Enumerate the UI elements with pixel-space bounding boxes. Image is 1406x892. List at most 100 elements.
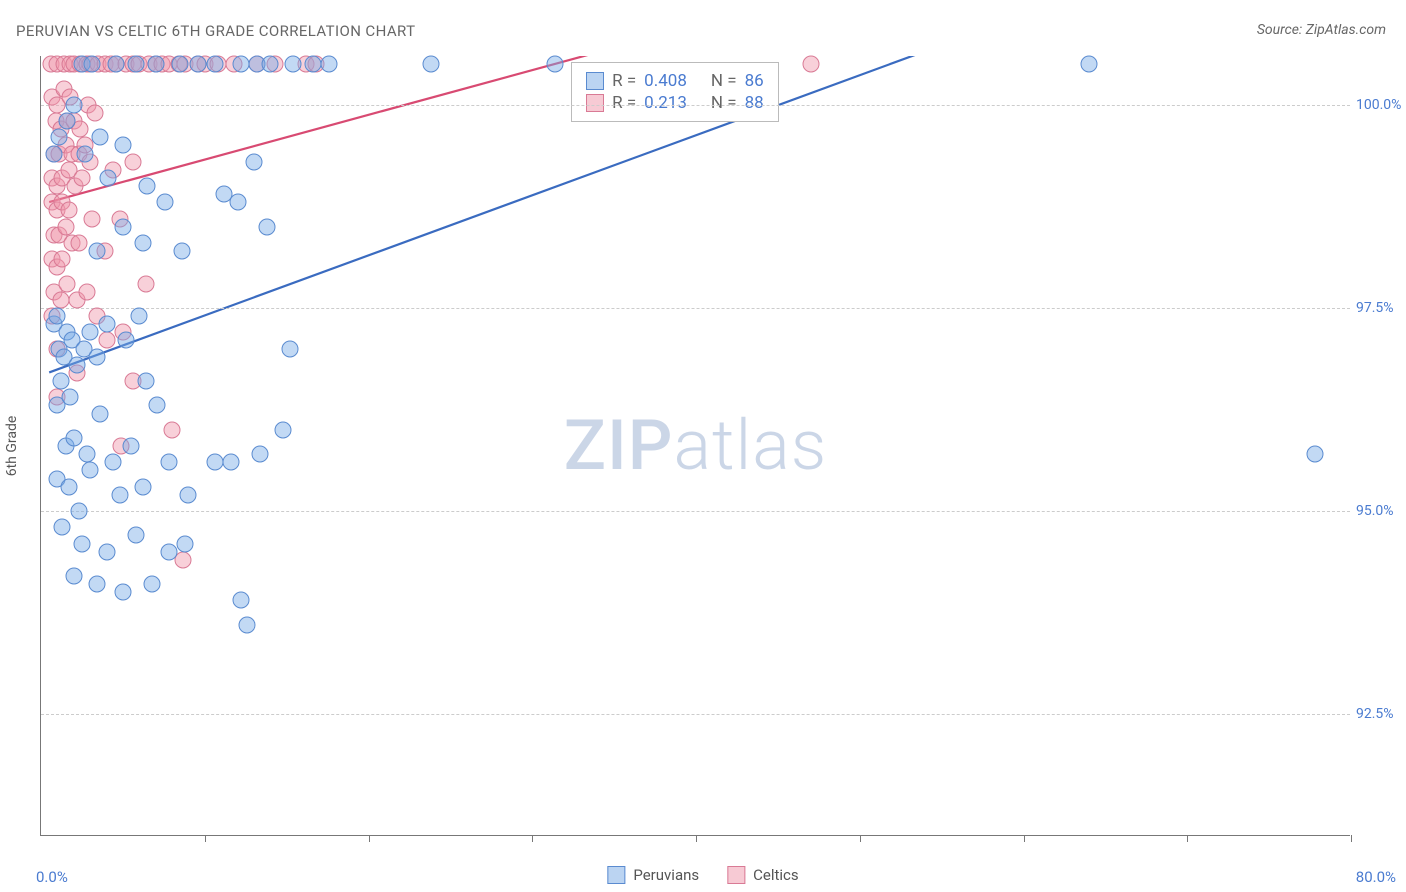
scatter-point-blue <box>70 503 87 520</box>
scatter-point-blue <box>547 56 564 73</box>
scatter-point-pink <box>78 283 95 300</box>
stats-box: R =0.408N =86R = 0.213 N = 88 <box>571 62 779 122</box>
scatter-point-blue <box>65 96 82 113</box>
scatter-point-blue <box>114 137 131 154</box>
scatter-point-blue <box>281 340 298 357</box>
scatter-point-blue <box>160 454 177 471</box>
scatter-point-blue <box>206 454 223 471</box>
scatter-point-pink <box>59 275 76 292</box>
x-tick <box>1187 835 1188 842</box>
scatter-point-blue <box>252 446 269 463</box>
scatter-point-blue <box>232 592 249 609</box>
scatter-point-pink <box>70 234 87 251</box>
scatter-point-blue <box>173 243 190 260</box>
y-tick-label: 97.5% <box>1356 300 1406 316</box>
watermark-light: atlas <box>673 405 827 487</box>
scatter-point-blue <box>127 527 144 544</box>
scatter-point-blue <box>321 56 338 73</box>
legend-swatch-blue <box>607 866 625 884</box>
scatter-point-blue <box>147 56 164 73</box>
scatter-point-pink <box>57 218 74 235</box>
legend-label: Peruvians <box>633 866 699 884</box>
scatter-point-blue <box>1081 56 1098 73</box>
scatter-point-blue <box>78 446 95 463</box>
scatter-point-blue <box>134 234 151 251</box>
trend-lines <box>41 56 1350 835</box>
watermark: ZIPatlas <box>564 405 828 487</box>
scatter-point-pink <box>802 56 819 73</box>
scatter-point-blue <box>229 194 246 211</box>
scatter-point-pink <box>52 291 69 308</box>
scatter-point-blue <box>54 519 71 536</box>
scatter-point-blue <box>91 405 108 422</box>
scatter-point-blue <box>65 568 82 585</box>
legend-item-blue: Peruvians <box>607 866 699 884</box>
scatter-point-blue <box>180 486 197 503</box>
y-tick-label: 92.5% <box>1356 706 1406 722</box>
stats-row-blue: R =0.408N =86 <box>586 71 764 91</box>
legend-label: Celtics <box>753 866 799 884</box>
scatter-point-blue <box>62 389 79 406</box>
scatter-point-blue <box>82 324 99 341</box>
scatter-point-blue <box>108 56 125 73</box>
scatter-point-blue <box>98 316 115 333</box>
gridline-h <box>41 714 1350 715</box>
swatch-pink <box>586 94 604 112</box>
scatter-point-blue <box>51 129 68 146</box>
watermark-bold: ZIP <box>564 405 674 487</box>
x-tick <box>205 835 206 842</box>
x-tick <box>532 835 533 842</box>
scatter-point-blue <box>222 454 239 471</box>
scatter-point-blue <box>114 218 131 235</box>
scatter-point-blue <box>144 576 161 593</box>
n-label: N = <box>711 93 737 113</box>
scatter-point-pink <box>124 153 141 170</box>
gridline-h <box>41 511 1350 512</box>
scatter-point-blue <box>137 373 154 390</box>
scatter-point-blue <box>69 356 86 373</box>
r-label: R = <box>612 71 636 91</box>
scatter-point-blue <box>172 56 189 73</box>
n-value: 88 <box>745 93 764 113</box>
scatter-point-blue <box>1306 446 1323 463</box>
scatter-point-blue <box>134 478 151 495</box>
scatter-point-blue <box>65 429 82 446</box>
scatter-point-blue <box>275 421 292 438</box>
r-value: 0.213 <box>644 93 687 113</box>
scatter-point-pink <box>54 251 71 268</box>
scatter-point-blue <box>157 194 174 211</box>
scatter-point-blue <box>105 454 122 471</box>
stats-row-pink: R =0.213N =88 <box>586 93 764 113</box>
scatter-point-blue <box>49 308 66 325</box>
scatter-point-blue <box>73 535 90 552</box>
scatter-point-blue <box>232 56 249 73</box>
scatter-point-pink <box>83 210 100 227</box>
gridline-h <box>41 105 1350 106</box>
scatter-point-blue <box>59 113 76 130</box>
x-axis-start-label: 0.0% <box>36 868 68 886</box>
scatter-point-blue <box>100 169 117 186</box>
scatter-point-blue <box>127 56 144 73</box>
scatter-point-blue <box>60 478 77 495</box>
scatter-point-blue <box>262 56 279 73</box>
scatter-point-blue <box>304 56 321 73</box>
legend-item-pink: Celtics <box>727 866 799 884</box>
x-tick <box>860 835 861 842</box>
scatter-point-blue <box>88 243 105 260</box>
y-axis-label: 6th Grade <box>4 416 20 477</box>
n-value: 86 <box>745 71 764 91</box>
swatch-blue <box>586 72 604 90</box>
scatter-point-blue <box>206 56 223 73</box>
scatter-point-pink <box>73 169 90 186</box>
scatter-point-blue <box>46 145 63 162</box>
scatter-point-blue <box>118 332 135 349</box>
x-tick <box>369 835 370 842</box>
scatter-point-blue <box>91 129 108 146</box>
x-tick <box>696 835 697 842</box>
chart-title: PERUVIAN VS CELTIC 6TH GRADE CORRELATION… <box>16 22 415 40</box>
scatter-point-blue <box>52 373 69 390</box>
scatter-point-blue <box>160 543 177 560</box>
legend: Peruvians Celtics <box>607 866 798 884</box>
scatter-point-blue <box>258 218 275 235</box>
source-label: Source: ZipAtlas.com <box>1257 22 1386 38</box>
